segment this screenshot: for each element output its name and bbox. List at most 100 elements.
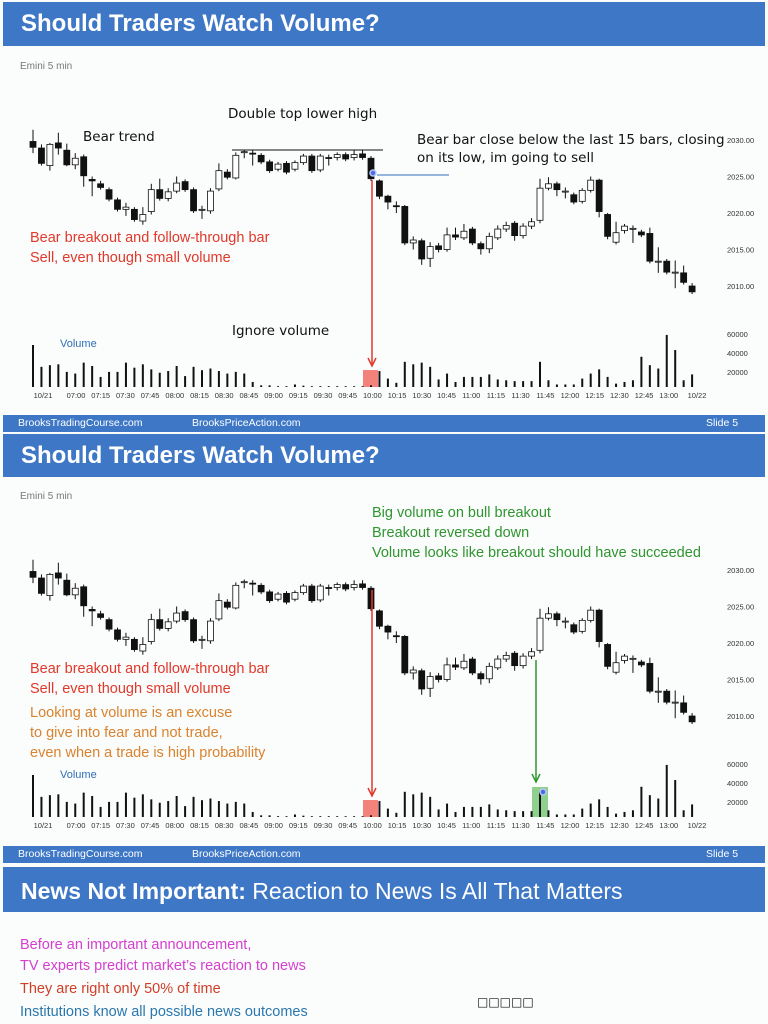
- volume-bar: [471, 806, 474, 817]
- volume-bar: [57, 794, 60, 817]
- candle: [249, 152, 257, 155]
- volume-bar: [251, 381, 254, 387]
- candle: [384, 195, 392, 203]
- volume-bar: [32, 345, 34, 387]
- candle: [595, 179, 603, 212]
- volume-bar: [420, 792, 423, 817]
- volume-bar: [539, 361, 541, 387]
- volume-bar: [496, 809, 499, 817]
- price-tick-label: 2010.00: [727, 712, 754, 721]
- volume-bar: [522, 381, 525, 387]
- volume-bar: [623, 811, 626, 817]
- volume-bar: [82, 792, 85, 817]
- price-tick-label: 2025.00: [727, 603, 754, 612]
- volume-bar: [167, 801, 170, 817]
- time-tick-label: 10:30: [412, 391, 431, 400]
- volume-bar: [302, 385, 305, 387]
- candle: [367, 587, 375, 610]
- volume-bar: [640, 786, 643, 817]
- time-tick-label: 10/21: [34, 821, 53, 830]
- volume-bar: [201, 800, 203, 817]
- time-tick-label: 10/22: [688, 391, 707, 400]
- volume-bar: [564, 814, 567, 817]
- candle: [460, 230, 468, 239]
- volume-bar: [353, 816, 356, 817]
- volume-bar: [691, 804, 694, 817]
- annotation-orange-line3: even when a trade is high probability: [30, 745, 266, 761]
- volume-bar: [479, 376, 482, 387]
- volume-bar: [361, 816, 364, 817]
- volume-bar: [184, 806, 187, 817]
- candle: [485, 665, 493, 680]
- candle: [283, 592, 290, 603]
- volume-bar: [539, 791, 541, 817]
- volume-bar: [370, 815, 372, 817]
- volume-bar: [150, 799, 153, 817]
- annotation-orange: Looking at volume is an excuse to give i…: [30, 703, 265, 763]
- volume-bar: [40, 796, 43, 817]
- volume-bar: [133, 367, 136, 387]
- volume-bar: [488, 804, 491, 817]
- candle: [88, 179, 96, 182]
- candle: [671, 701, 679, 704]
- volume-bar: [175, 366, 178, 387]
- time-tick-label: 08:30: [215, 821, 234, 830]
- candle: [401, 636, 409, 674]
- volume-label: Volume: [60, 338, 97, 350]
- footer-middle: BrooksPriceAction.com: [192, 417, 301, 429]
- volume-bar: [598, 369, 601, 387]
- slide-2-source: Emini 5 min: [20, 491, 73, 502]
- candle: [553, 183, 561, 191]
- candle: [63, 149, 71, 166]
- time-tick-label: 11:30: [511, 391, 529, 400]
- volume-bar: [260, 385, 263, 387]
- time-tick-label: 11:15: [487, 821, 505, 830]
- volume-bar: [471, 376, 474, 387]
- slide-3-title-bold: News Not Important:: [21, 878, 246, 904]
- candle: [646, 663, 654, 692]
- time-tick-label: 08:15: [190, 821, 209, 830]
- candle: [164, 191, 172, 199]
- candle: [511, 222, 519, 237]
- volume-bar: [615, 383, 618, 387]
- body-line: Before an important announcement,: [20, 937, 252, 953]
- candle: [376, 180, 383, 197]
- annotation-red-line2: Sell, even though small volume: [30, 681, 231, 697]
- candle: [409, 239, 417, 244]
- slide-2-header: Should Traders Watch Volume?: [3, 434, 765, 477]
- volume-tick-label: 40000: [727, 779, 748, 788]
- candle: [621, 225, 628, 231]
- price-tick-label: 2020.00: [727, 209, 754, 218]
- volume-bar: [631, 810, 634, 817]
- candle: [621, 655, 628, 661]
- candle: [114, 629, 121, 640]
- volume-bar: [665, 334, 668, 387]
- volume-bar: [564, 384, 567, 387]
- annotation-double-top: Double top lower high: [228, 106, 378, 122]
- time-tick-label: 09:15: [289, 821, 308, 830]
- candle: [29, 571, 37, 578]
- candle: [409, 669, 417, 674]
- volume-bar: [192, 796, 195, 817]
- volume-bar: [91, 366, 94, 387]
- candle: [54, 572, 62, 579]
- volume-bar: [530, 811, 533, 817]
- candle: [299, 155, 307, 164]
- time-tick-label: 11:45: [536, 821, 554, 830]
- volume-bar: [547, 380, 550, 387]
- volume-bar: [386, 378, 389, 387]
- candle: [283, 162, 290, 173]
- volume-bar: [682, 810, 685, 817]
- volume-bar: [57, 364, 60, 387]
- candle: [130, 208, 138, 220]
- price-tick-label: 2020.00: [727, 639, 754, 648]
- volume-bar: [691, 374, 694, 387]
- volume-bar: [116, 371, 119, 387]
- cursor-dot-icon: [369, 169, 377, 177]
- volume-bar: [412, 794, 415, 817]
- volume-bar: [201, 370, 203, 387]
- volume-bar: [243, 373, 246, 387]
- candle: [215, 170, 223, 190]
- candle: [359, 583, 366, 588]
- volume-bar: [581, 808, 584, 817]
